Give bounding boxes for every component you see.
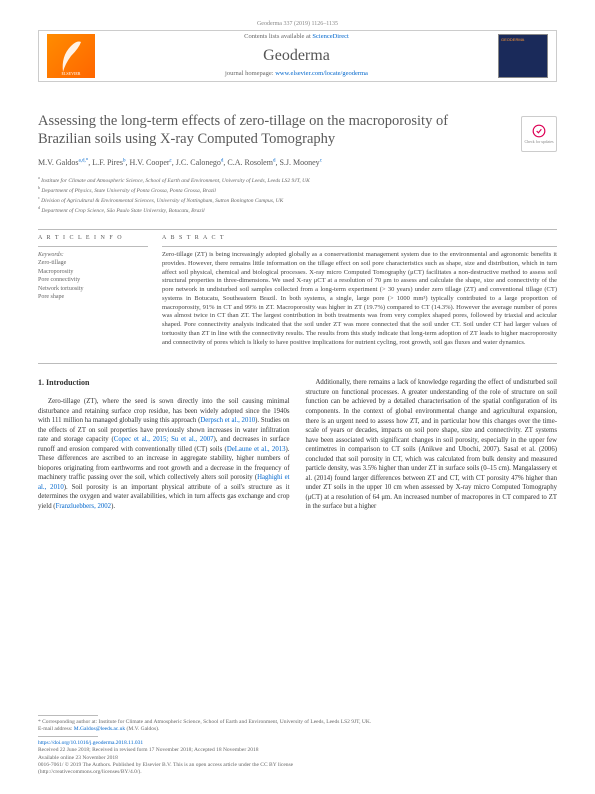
article-info-label: A R T I C L E I N F O xyxy=(38,234,148,242)
divider xyxy=(38,229,557,230)
body-paragraph: Additionally, there remains a lack of kn… xyxy=(306,378,558,511)
email-suffix: (M.V. Galdos). xyxy=(125,726,159,732)
license-line: (http://creativecommons.org/licenses/BY/… xyxy=(38,769,557,776)
available-online: Available online 23 November 2018 xyxy=(38,755,557,762)
keyword: Pore connectivity xyxy=(38,276,148,284)
citation-link[interactable]: DeLaune et al., 2013 xyxy=(227,446,286,453)
affiliations: a Institute for Climate and Atmospheric … xyxy=(38,175,557,215)
divider xyxy=(38,736,98,737)
page-footer: * Corresponding author at: Institute for… xyxy=(38,712,557,776)
keywords-label: Keywords: xyxy=(38,251,148,259)
check-updates-badge[interactable]: Check for updates xyxy=(521,116,557,152)
keyword: Zero-tillage xyxy=(38,259,148,267)
author-list: M.V. Galdosa,d,*, L.F. Piresb, H.V. Coop… xyxy=(38,158,557,169)
contents-list-line: Contents lists available at ScienceDirec… xyxy=(95,33,498,42)
body-paragraph: Zero-tillage (ZT), where the seed is sow… xyxy=(38,397,290,511)
citation-link[interactable]: Haghighi et al., 2010 xyxy=(38,474,290,491)
elsevier-logo: ELSEVIER xyxy=(47,34,95,78)
journal-name: Geoderma xyxy=(95,45,498,67)
homepage-link[interactable]: www.elsevier.com/locate/geoderma xyxy=(275,70,368,77)
citation-link[interactable]: Derpsch et al., 2010 xyxy=(200,417,255,424)
homepage-prefix: journal homepage: xyxy=(225,70,275,77)
divider xyxy=(162,246,557,247)
journal-header: ELSEVIER Contents lists available at Sci… xyxy=(38,30,557,82)
abstract-label: A B S T R A C T xyxy=(162,234,557,242)
article-title: Assessing the long-term effects of zero-… xyxy=(38,112,458,148)
email-label: E-mail address: xyxy=(38,726,74,732)
keywords-block: Keywords: Zero-tillageMacroporosityPore … xyxy=(38,251,148,301)
svg-text:ELSEVIER: ELSEVIER xyxy=(62,71,81,76)
keyword: Macroporosity xyxy=(38,268,148,276)
journal-cover-thumbnail xyxy=(498,34,548,78)
email-link[interactable]: M.Galdos@leeds.ac.uk xyxy=(74,726,125,732)
citation-link[interactable]: Franzluebbers, 2002 xyxy=(56,503,112,510)
keyword: Network tortuosity xyxy=(38,285,148,293)
homepage-line: journal homepage: www.elsevier.com/locat… xyxy=(95,70,498,79)
citation-link[interactable]: Copec et al., 2015; Su et al., 2007 xyxy=(114,436,214,443)
keyword: Pore shape xyxy=(38,293,148,301)
copyright-line: 0016-7061/ © 2019 The Authors. Published… xyxy=(38,762,557,769)
contents-prefix: Contents lists available at xyxy=(244,33,312,40)
section-heading-intro: 1. Introduction xyxy=(38,378,290,389)
footnote-rule xyxy=(38,715,98,716)
updates-badge-text: Check for updates xyxy=(524,140,553,144)
received-dates: Received 22 June 2018; Received in revis… xyxy=(38,747,557,754)
sciencedirect-link[interactable]: ScienceDirect xyxy=(312,33,348,40)
doi-link[interactable]: https://doi.org/10.1016/j.geoderma.2018.… xyxy=(38,740,143,746)
abstract-text: Zero-tillage (ZT) is being increasingly … xyxy=(162,251,557,347)
email-line: E-mail address: M.Galdos@leeds.ac.uk (M.… xyxy=(38,726,557,733)
divider xyxy=(38,363,557,364)
running-head: Geoderma 337 (2019) 1126–1135 xyxy=(0,20,595,28)
divider xyxy=(38,246,148,247)
